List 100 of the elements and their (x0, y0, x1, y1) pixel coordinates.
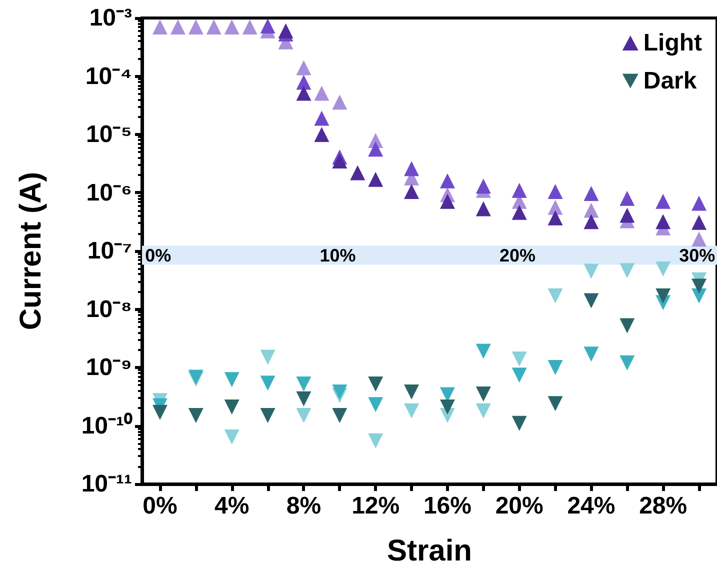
point (242, 20, 258, 35)
point (548, 200, 563, 215)
point (152, 404, 168, 420)
x-tick-label: 12% (352, 492, 400, 520)
point (368, 172, 384, 187)
point (260, 376, 276, 391)
point (368, 397, 384, 412)
point (296, 86, 312, 101)
x-tick-label: 8% (286, 492, 322, 520)
legend-label: Dark (643, 68, 698, 94)
point (548, 288, 563, 304)
point (656, 288, 671, 304)
point (296, 74, 312, 90)
point (224, 399, 240, 414)
x-tick-label: 24% (567, 492, 616, 520)
point (656, 194, 671, 209)
x-tick-label: 16% (423, 492, 472, 520)
point (548, 360, 563, 375)
point (584, 202, 599, 218)
point (404, 403, 420, 418)
point (278, 23, 294, 38)
point (620, 318, 635, 334)
point (404, 184, 420, 200)
y-axis-title: Current (A) (14, 172, 48, 330)
point (170, 20, 186, 35)
point (548, 210, 563, 226)
point (548, 396, 563, 412)
point (260, 18, 276, 34)
point (224, 430, 240, 445)
y-tick-label: 10⁻⁴ (85, 62, 132, 90)
annotation: 10% (320, 245, 356, 266)
x-tick-label: 20% (495, 492, 544, 520)
point (296, 391, 312, 406)
point (512, 182, 527, 198)
y-tick-label: 10⁻¹⁰ (81, 412, 133, 440)
point (188, 20, 204, 35)
point (620, 355, 635, 370)
x-tick-label: 4% (214, 492, 250, 520)
point (332, 384, 348, 400)
annotation: 30% (679, 245, 716, 266)
point (440, 194, 455, 209)
point (404, 161, 420, 176)
point (332, 94, 348, 110)
point (296, 376, 312, 392)
point (512, 368, 527, 383)
point (584, 214, 599, 230)
point (260, 408, 276, 423)
point (512, 204, 527, 220)
point (296, 60, 312, 76)
x-tick-label: 0% (142, 492, 178, 520)
point (584, 293, 599, 308)
point (368, 433, 384, 448)
y-tick-label: 10⁻⁹ (86, 354, 132, 381)
point (332, 408, 348, 423)
point (692, 232, 707, 247)
legend-label: Light (643, 30, 702, 56)
point (368, 142, 384, 157)
point (404, 384, 420, 400)
point (368, 376, 384, 392)
y-tick-label: 10⁻¹¹ (81, 470, 132, 498)
annotation: 20% (499, 245, 536, 266)
point (476, 386, 491, 402)
point (296, 408, 312, 423)
point (692, 196, 707, 211)
point (584, 264, 599, 279)
x-axis-title: Strain (386, 534, 472, 568)
point (152, 20, 168, 35)
point (656, 214, 671, 230)
point (314, 127, 330, 142)
point (224, 20, 240, 35)
point (476, 178, 491, 194)
point (260, 350, 276, 365)
y-tick-label: 10⁻⁵ (86, 121, 132, 148)
point (620, 190, 635, 206)
point (476, 201, 491, 216)
point (350, 165, 366, 180)
point (476, 344, 491, 359)
point (188, 408, 204, 423)
point (314, 86, 330, 101)
point (656, 262, 671, 277)
point (512, 351, 527, 366)
y-tick-label: 10⁻⁶ (86, 179, 132, 206)
point (224, 372, 240, 388)
y-tick-label: 10⁻³ (89, 4, 132, 32)
point (692, 214, 707, 230)
point (548, 184, 563, 200)
x-tick-label: 28% (639, 492, 688, 520)
point (584, 346, 599, 362)
point (512, 416, 527, 431)
point (620, 263, 635, 278)
point (440, 399, 455, 414)
point (206, 20, 222, 35)
annotation: 0% (145, 245, 172, 266)
point (692, 278, 707, 294)
point (584, 186, 599, 202)
point (476, 403, 491, 418)
point (620, 208, 635, 223)
point (314, 110, 330, 126)
y-tick-label: 10⁻⁷ (87, 238, 132, 264)
point (440, 173, 455, 188)
